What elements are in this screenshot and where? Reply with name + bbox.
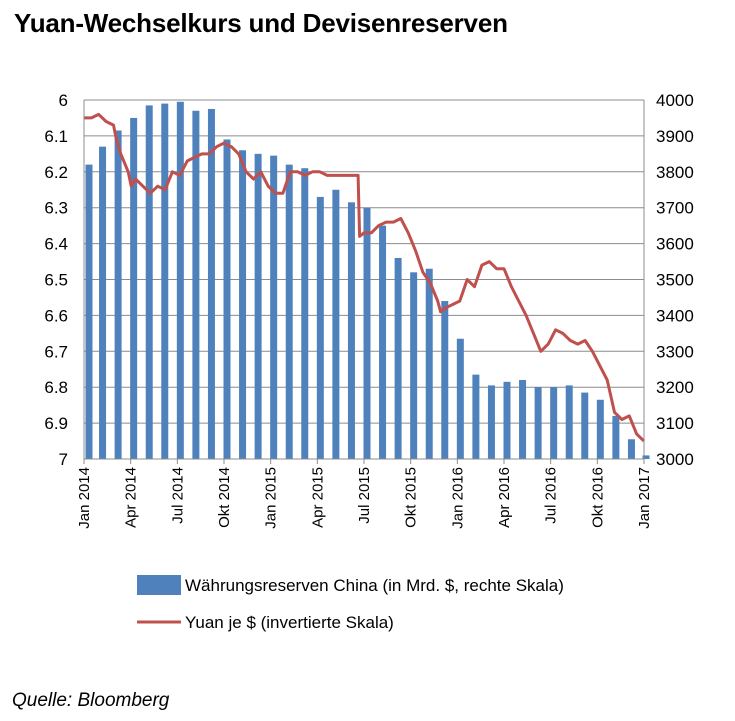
x-tick-label: Jul 2016	[543, 467, 560, 524]
x-tick-label: Okt 2014	[216, 467, 233, 528]
left-tick-label: 6.1	[44, 127, 68, 146]
bar	[503, 381, 511, 459]
right-axis-ticks: 4000 3900 3800 3700 3600 3500 3400 3300 3200 3100…	[656, 91, 694, 469]
bar	[627, 439, 635, 459]
bar	[99, 146, 107, 460]
right-tick-label: 3200	[656, 378, 694, 397]
bar	[85, 164, 93, 459]
bar	[519, 380, 527, 459]
left-tick-label: 6.6	[44, 306, 68, 325]
left-tick-label: 6.7	[44, 342, 68, 361]
bar	[642, 455, 650, 459]
left-axis-ticks: 6 6.1 6.2 6.3 6.4 6.5 6.6 6.7 6.8 6.9 7	[44, 91, 68, 469]
bar	[207, 108, 215, 459]
left-tick-label: 6.9	[44, 414, 68, 433]
source-note: Quelle: Bloomberg	[12, 690, 170, 711]
bar	[347, 202, 355, 459]
right-tick-label: 3400	[656, 306, 694, 325]
bar	[161, 103, 169, 459]
bar	[487, 385, 495, 459]
right-tick-label: 3100	[656, 414, 694, 433]
bar	[394, 257, 402, 459]
bar	[581, 392, 589, 459]
right-tick-label: 3900	[656, 127, 694, 146]
bar	[316, 196, 324, 459]
bar	[379, 225, 387, 459]
legend-label-reserves: Währungsreserven China (in Mrd. $, recht…	[185, 576, 564, 595]
x-tick-label: Jul 2015	[356, 467, 373, 524]
right-tick-label: 3800	[656, 163, 694, 182]
right-tick-label: 3300	[656, 342, 694, 361]
x-tick-label: Jan 2015	[263, 467, 280, 529]
x-axis-ticks: Jan 2014 Apr 2014 Jul 2014 Okt 2014 Jan 2015…	[76, 459, 653, 529]
bar	[301, 168, 309, 459]
bar	[114, 130, 122, 459]
x-tick-label: Jan 2016	[449, 467, 466, 529]
bar	[176, 101, 184, 460]
right-tick-label: 3000	[656, 450, 694, 469]
bar	[596, 399, 604, 459]
bar	[456, 338, 464, 459]
x-tick-label: Apr 2014	[123, 467, 140, 528]
x-tick-label: Okt 2016	[589, 467, 606, 528]
x-tick-label: Apr 2015	[309, 467, 326, 528]
left-tick-label: 6.2	[44, 163, 68, 182]
left-tick-label: 6.3	[44, 199, 68, 218]
right-tick-label: 3600	[656, 235, 694, 254]
bar	[534, 387, 542, 459]
legend-label-yuan: Yuan je $ (invertierte Skala)	[185, 613, 394, 632]
right-tick-label: 3500	[656, 271, 694, 290]
bar	[270, 155, 278, 459]
bar	[223, 139, 231, 460]
legend-swatch-reserves	[137, 575, 181, 595]
bar	[145, 105, 153, 459]
bar	[285, 164, 293, 459]
x-tick-label: Jul 2014	[169, 467, 186, 524]
x-tick-label: Okt 2015	[403, 467, 420, 528]
right-tick-label: 3700	[656, 199, 694, 218]
line-series-yuan	[84, 112, 646, 443]
bar	[472, 374, 480, 459]
bar	[410, 272, 418, 459]
bar	[130, 117, 138, 459]
bar	[441, 301, 449, 459]
x-tick-label: Jan 2017	[636, 467, 653, 529]
bar	[550, 387, 558, 459]
bar	[332, 189, 340, 459]
chart-title: Yuan-Wechselkurs und Devisenreserven	[14, 8, 508, 38]
bar	[239, 150, 247, 459]
left-tick-label: 6.5	[44, 271, 68, 290]
right-tick-label: 4000	[656, 91, 694, 110]
x-tick-label: Apr 2016	[496, 467, 513, 528]
bar	[254, 153, 262, 459]
left-tick-label: 7	[59, 450, 68, 469]
left-tick-label: 6	[59, 91, 68, 110]
bar	[565, 385, 573, 459]
bar	[612, 415, 620, 459]
bar	[425, 268, 433, 459]
bar	[363, 207, 371, 459]
left-tick-label: 6.4	[44, 235, 68, 254]
legend: Währungsreserven China (in Mrd. $, recht…	[137, 575, 564, 632]
bar-series-reserves	[85, 101, 650, 460]
x-tick-label: Jan 2014	[76, 467, 93, 529]
bar	[192, 110, 200, 460]
left-tick-label: 6.8	[44, 378, 68, 397]
